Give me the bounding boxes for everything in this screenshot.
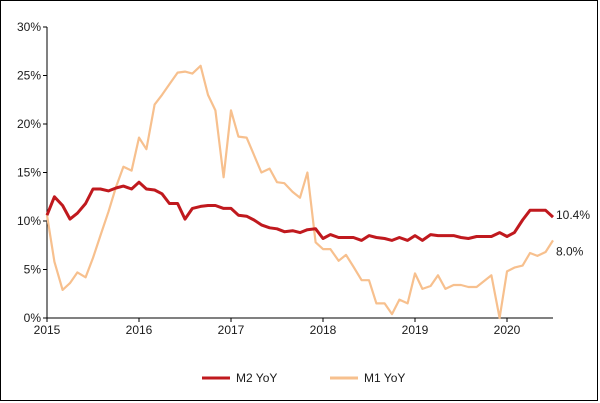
- y-tick-label: 15%: [17, 166, 41, 180]
- y-axis: 0% 5% 10% 15% 20% 25% 30%: [17, 20, 47, 325]
- x-tick-label: 2019: [402, 323, 429, 337]
- y-tick-label: 30%: [17, 20, 41, 34]
- legend: M2 YoY M1 YoY: [202, 371, 405, 385]
- plot-area: [45, 64, 555, 320]
- y-tick-label: 5%: [24, 263, 42, 277]
- end-labels: 10.4% 8.0%: [556, 208, 590, 258]
- series-line-m1-yoy: [45, 64, 554, 320]
- x-axis: 2015 2016 2017 2018 2019 2020: [34, 318, 521, 337]
- series-line-m2-yoy: [45, 180, 555, 242]
- y-tick-label: 10%: [17, 214, 41, 228]
- y-tick-label: 0%: [24, 311, 42, 325]
- y-tick-label: 25%: [17, 69, 41, 83]
- x-tick-label: 2016: [126, 323, 153, 337]
- y-tick-label: 20%: [17, 117, 41, 131]
- legend-label: M1 YoY: [364, 371, 405, 385]
- x-tick-label: 2015: [34, 323, 61, 337]
- end-label-m1-yoy: 8.0%: [556, 244, 584, 258]
- x-tick-label: 2018: [310, 323, 337, 337]
- x-tick-label: 2017: [218, 323, 245, 337]
- legend-label: M2 YoY: [236, 371, 277, 385]
- end-label-m2-yoy: 10.4%: [556, 208, 590, 222]
- x-tick-label: 2020: [494, 323, 521, 337]
